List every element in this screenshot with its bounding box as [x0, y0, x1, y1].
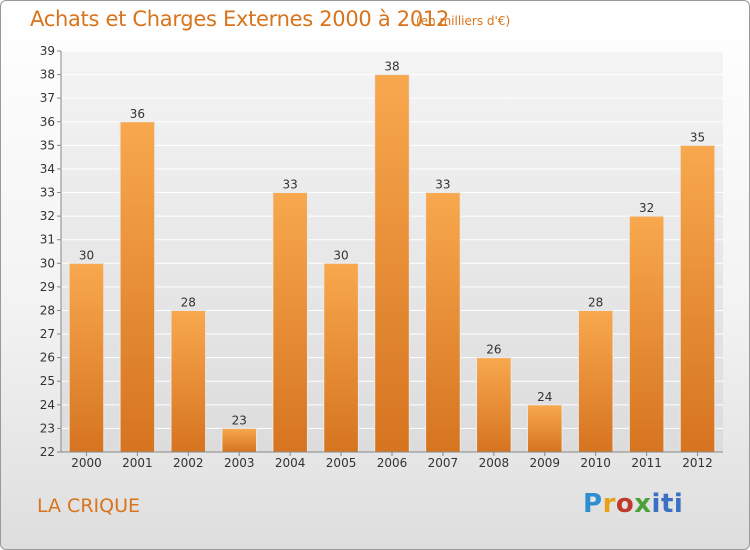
bar-value-label: 30: [79, 248, 94, 262]
bar: [119, 121, 156, 453]
proxiti-logo[interactable]: Proxiti: [583, 489, 683, 519]
y-tick-label: 33: [40, 186, 55, 200]
x-tick-label: 2004: [275, 456, 306, 470]
x-tick-label: 2011: [631, 456, 662, 470]
bar: [425, 192, 461, 453]
y-tick-label: 31: [40, 233, 55, 247]
bar-value-label: 28: [588, 295, 603, 309]
data-labels: 30 36 28 23 33 30 38 33 26 24 28 32 35: [79, 60, 705, 428]
bar: [374, 74, 410, 453]
bar: [170, 309, 207, 453]
logo-letters-iti: iti: [651, 489, 684, 519]
y-axis-ticks: 22 23 24 25 26 27 28 29 30 31 32 33 34 35 36 37 38 39: [40, 44, 61, 459]
x-tick-label: 2001: [122, 456, 153, 470]
y-tick-label: 24: [40, 398, 55, 412]
bar: [526, 404, 563, 453]
y-tick-label: 22: [40, 445, 55, 459]
y-tick-label: 38: [40, 68, 55, 82]
y-tick-label: 36: [40, 115, 55, 129]
logo-letter-p: P: [583, 489, 603, 519]
y-tick-label: 30: [40, 256, 55, 270]
place-name: LA CRIQUE: [37, 495, 140, 517]
bars: [68, 74, 716, 453]
y-tick-label: 34: [40, 162, 55, 176]
bar-value-label: 33: [435, 178, 450, 192]
x-tick-label: 2002: [173, 456, 204, 470]
bar: [628, 215, 665, 453]
y-tick-label: 37: [40, 91, 55, 105]
x-tick-label: 2000: [71, 456, 102, 470]
x-tick-label: 2007: [428, 456, 459, 470]
bar-value-label: 33: [283, 178, 298, 192]
bar-value-label: 24: [537, 390, 552, 404]
x-tick-label: 2012: [682, 456, 713, 470]
x-tick-label: 2005: [326, 456, 357, 470]
bar-value-label: 26: [486, 343, 501, 357]
bar: [272, 192, 308, 453]
bar: [476, 357, 512, 453]
bar-value-label: 32: [639, 201, 654, 215]
x-tick-label: 2006: [377, 456, 408, 470]
logo-letter-r: r: [602, 489, 616, 519]
y-tick-label: 25: [40, 374, 55, 388]
bar: [68, 262, 105, 453]
logo-letter-o: o: [615, 489, 635, 519]
y-tick-label: 39: [40, 44, 55, 58]
y-tick-label: 32: [40, 209, 55, 223]
logo-letter-x: x: [634, 489, 652, 519]
x-axis-ticks: 2000 2001 2002 2003 2004 2005 2006 2007 2008 2009…: [71, 452, 713, 470]
y-tick-label: 26: [40, 351, 55, 365]
bar: [679, 144, 716, 453]
bar-value-label: 36: [130, 107, 145, 121]
y-tick-label: 23: [40, 421, 55, 435]
y-tick-label: 27: [40, 327, 55, 341]
x-tick-label: 2010: [580, 456, 611, 470]
y-tick-label: 28: [40, 303, 55, 317]
bar: [221, 427, 258, 453]
bar-value-label: 28: [181, 295, 196, 309]
bar: [323, 262, 359, 453]
bar-value-label: 30: [333, 248, 348, 262]
x-tick-label: 2009: [529, 456, 560, 470]
bar: [577, 309, 614, 453]
y-tick-label: 35: [40, 138, 55, 152]
x-tick-label: 2003: [224, 456, 255, 470]
x-tick-label: 2008: [479, 456, 510, 470]
chart-subtitle: (en milliers d'€): [416, 14, 511, 28]
y-tick-label: 29: [40, 280, 55, 294]
chart-title: Achats et Charges Externes 2000 à 2012: [30, 7, 450, 31]
bar-value-label: 23: [232, 413, 247, 427]
bar-value-label: 35: [690, 130, 705, 144]
bar-value-label: 38: [384, 60, 399, 74]
